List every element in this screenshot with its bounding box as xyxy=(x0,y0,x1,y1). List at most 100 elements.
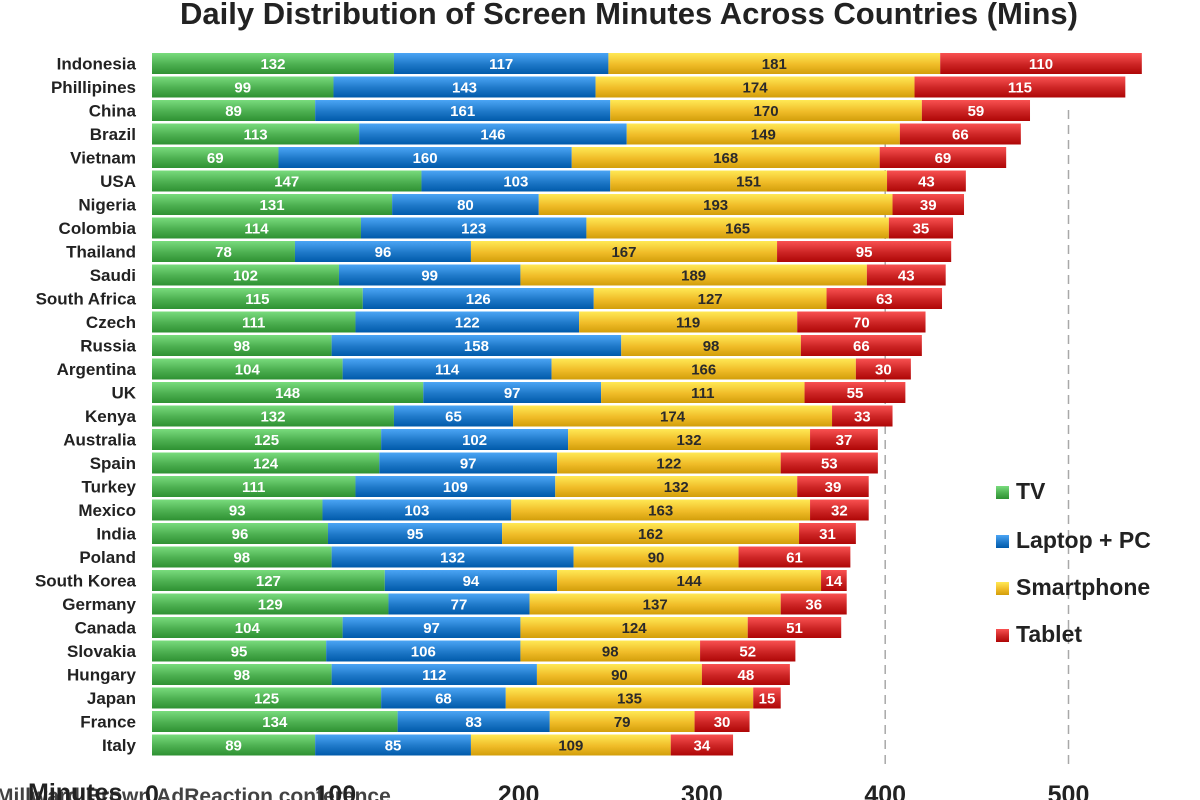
data-label: 123 xyxy=(461,221,486,238)
bar-segment xyxy=(333,76,596,98)
data-label: 193 xyxy=(703,197,728,214)
bar-segment xyxy=(152,264,339,286)
bar-segment xyxy=(359,123,627,145)
bar-segment xyxy=(595,76,915,98)
category-label: Slovakia xyxy=(67,642,137,661)
category-label: Colombia xyxy=(59,219,137,238)
bar-segment xyxy=(800,335,922,356)
legend-swatch xyxy=(996,629,1009,642)
bar-segment xyxy=(152,523,328,544)
bar-segment xyxy=(470,241,778,262)
bar-segment xyxy=(152,429,382,450)
x-tick-label: 200 xyxy=(498,781,540,800)
bar-segment xyxy=(799,523,856,544)
bar-segment xyxy=(557,452,781,474)
data-label: 80 xyxy=(457,197,474,214)
category-label: Brazil xyxy=(90,125,136,144)
data-label: 167 xyxy=(611,244,636,261)
bar-segment xyxy=(505,687,754,709)
data-label: 43 xyxy=(918,174,935,191)
data-label: 93 xyxy=(229,503,246,520)
data-label: 174 xyxy=(660,409,686,426)
data-label: 127 xyxy=(698,291,723,308)
bar-segment xyxy=(555,476,798,497)
data-label: 78 xyxy=(215,244,232,261)
data-label: 111 xyxy=(691,385,714,402)
category-label: Czech xyxy=(86,313,136,332)
bar-segment xyxy=(152,452,380,474)
data-label: 115 xyxy=(245,291,269,308)
data-label: 117 xyxy=(489,56,513,73)
category-label: Kenya xyxy=(85,407,137,426)
bar-segment xyxy=(940,53,1142,74)
data-label: 63 xyxy=(876,291,893,308)
bar-segment xyxy=(557,570,822,591)
bar-segment xyxy=(855,358,911,380)
data-label: 143 xyxy=(452,80,477,97)
bar-segment xyxy=(384,570,558,591)
bar-segment xyxy=(797,476,869,497)
bar-segment xyxy=(278,147,572,168)
category-label: Russia xyxy=(80,337,136,356)
bar-segment xyxy=(888,217,954,239)
bar-segment xyxy=(694,711,750,732)
data-label: 144 xyxy=(677,573,703,590)
legend-swatch xyxy=(996,486,1009,499)
data-label: 131 xyxy=(260,197,285,214)
data-label: 31 xyxy=(819,526,836,543)
bar-segment xyxy=(355,311,580,333)
bar-segment xyxy=(797,311,926,333)
data-label: 99 xyxy=(421,268,438,285)
data-label: 34 xyxy=(694,738,711,755)
bar-segment xyxy=(810,499,869,521)
bar-segment xyxy=(152,123,360,145)
data-label: 112 xyxy=(422,667,446,684)
data-label: 115 xyxy=(1008,80,1032,97)
data-label: 163 xyxy=(648,503,673,520)
category-label: Nigeria xyxy=(78,196,136,215)
category-label: Italy xyxy=(102,736,137,755)
data-label: 104 xyxy=(235,362,261,379)
data-label: 174 xyxy=(743,80,769,97)
bar-segment xyxy=(152,217,361,239)
bar-segment xyxy=(513,405,833,427)
bar-segment xyxy=(152,476,356,497)
data-label: 149 xyxy=(751,127,776,144)
data-label: 146 xyxy=(480,127,505,144)
bar-segment xyxy=(152,170,422,192)
data-label: 132 xyxy=(260,56,285,73)
data-label: 98 xyxy=(703,338,720,355)
data-label: 181 xyxy=(762,56,787,73)
chart-title: Daily Distribution of Screen Minutes Acr… xyxy=(180,0,1078,31)
data-label: 148 xyxy=(275,385,300,402)
data-label: 104 xyxy=(235,620,261,637)
data-label: 119 xyxy=(676,315,700,332)
data-label: 103 xyxy=(404,503,429,520)
x-tick-label: 500 xyxy=(1048,781,1090,800)
data-label: 134 xyxy=(262,714,288,731)
data-label: 113 xyxy=(243,127,267,144)
data-label: 106 xyxy=(411,644,436,661)
category-label: Argentina xyxy=(57,360,137,379)
bar-segment xyxy=(738,546,851,568)
legend-label: TV xyxy=(1016,478,1046,504)
bar-segment xyxy=(315,734,471,756)
bar-segment xyxy=(152,147,279,168)
data-label: 109 xyxy=(558,738,583,755)
data-label: 59 xyxy=(968,103,985,120)
bar-segment xyxy=(520,264,867,286)
data-label: 98 xyxy=(233,667,250,684)
x-tick-label: 300 xyxy=(681,781,723,800)
data-label: 189 xyxy=(681,268,706,285)
bar-segment xyxy=(152,664,332,685)
data-label: 65 xyxy=(445,409,462,426)
bar-segment xyxy=(670,734,734,756)
bar-segment xyxy=(579,311,798,333)
bar-segment xyxy=(804,382,906,403)
data-label: 111 xyxy=(242,479,265,496)
data-label: 39 xyxy=(825,479,842,496)
bar-segment xyxy=(294,241,471,262)
bar-segment xyxy=(152,358,343,380)
data-label: 114 xyxy=(435,362,460,379)
bar-segment xyxy=(152,194,393,215)
